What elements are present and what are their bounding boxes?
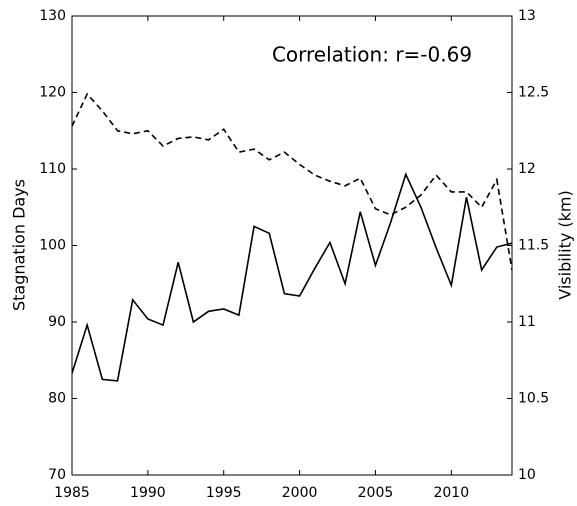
y2-tick-label: 11.5 [518, 238, 549, 254]
y-tick-label: 80 [48, 391, 66, 407]
x-tick-label: 1995 [206, 485, 242, 501]
data-line [71, 92, 513, 271]
x-tick-label: 2000 [282, 485, 318, 501]
x-tick-label: 2005 [358, 485, 394, 501]
y-axis-label: Stagnation Days [10, 179, 29, 311]
y-tick-label: 110 [39, 161, 66, 177]
annotation: Correlation: r=-0.69 [272, 43, 472, 67]
y2-tick-label: 12.5 [518, 85, 549, 101]
y-tick-label: 100 [39, 238, 66, 254]
y2-axis-label: Visibility (km) [556, 190, 575, 299]
y2-tick-label: 10.5 [518, 391, 549, 407]
x-tick-label: 1990 [130, 485, 166, 501]
y-tick-label: 70 [48, 467, 66, 483]
y-tick-label: 90 [48, 314, 66, 330]
x-tick-label: 1985 [54, 485, 90, 501]
y2-tick-label: 10 [518, 467, 536, 483]
data-line [71, 172, 513, 382]
y-tick-label: 120 [39, 85, 66, 101]
x-tick-label: 2010 [433, 485, 469, 501]
y-tick-label: 130 [39, 8, 66, 24]
plot-frame [71, 15, 513, 476]
y2-tick-label: 13 [518, 8, 536, 24]
y2-tick-label: 12 [518, 161, 536, 177]
y2-tick-label: 11 [518, 314, 536, 330]
